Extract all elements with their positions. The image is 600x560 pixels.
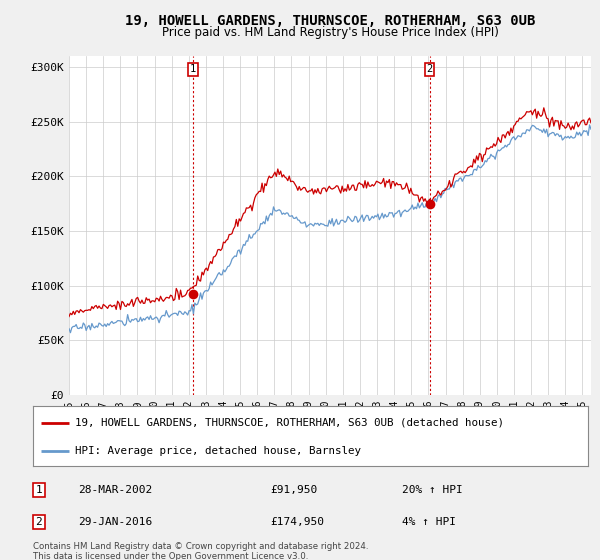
Text: £91,950: £91,950 xyxy=(270,485,317,495)
Text: HPI: Average price, detached house, Barnsley: HPI: Average price, detached house, Barn… xyxy=(74,446,361,456)
Text: 28-MAR-2002: 28-MAR-2002 xyxy=(78,485,152,495)
Text: 2: 2 xyxy=(427,64,433,74)
Text: Price paid vs. HM Land Registry's House Price Index (HPI): Price paid vs. HM Land Registry's House … xyxy=(161,26,499,39)
Text: £174,950: £174,950 xyxy=(270,517,324,527)
Text: 1: 1 xyxy=(35,485,43,495)
Text: 20% ↑ HPI: 20% ↑ HPI xyxy=(402,485,463,495)
Text: Contains HM Land Registry data © Crown copyright and database right 2024.
This d: Contains HM Land Registry data © Crown c… xyxy=(33,542,368,560)
Text: 19, HOWELL GARDENS, THURNSCOE, ROTHERHAM, S63 0UB: 19, HOWELL GARDENS, THURNSCOE, ROTHERHAM… xyxy=(125,14,535,28)
Text: 19, HOWELL GARDENS, THURNSCOE, ROTHERHAM, S63 0UB (detached house): 19, HOWELL GARDENS, THURNSCOE, ROTHERHAM… xyxy=(74,418,503,428)
Text: 2: 2 xyxy=(35,517,43,527)
Text: 29-JAN-2016: 29-JAN-2016 xyxy=(78,517,152,527)
Text: 1: 1 xyxy=(190,64,196,74)
Text: 4% ↑ HPI: 4% ↑ HPI xyxy=(402,517,456,527)
